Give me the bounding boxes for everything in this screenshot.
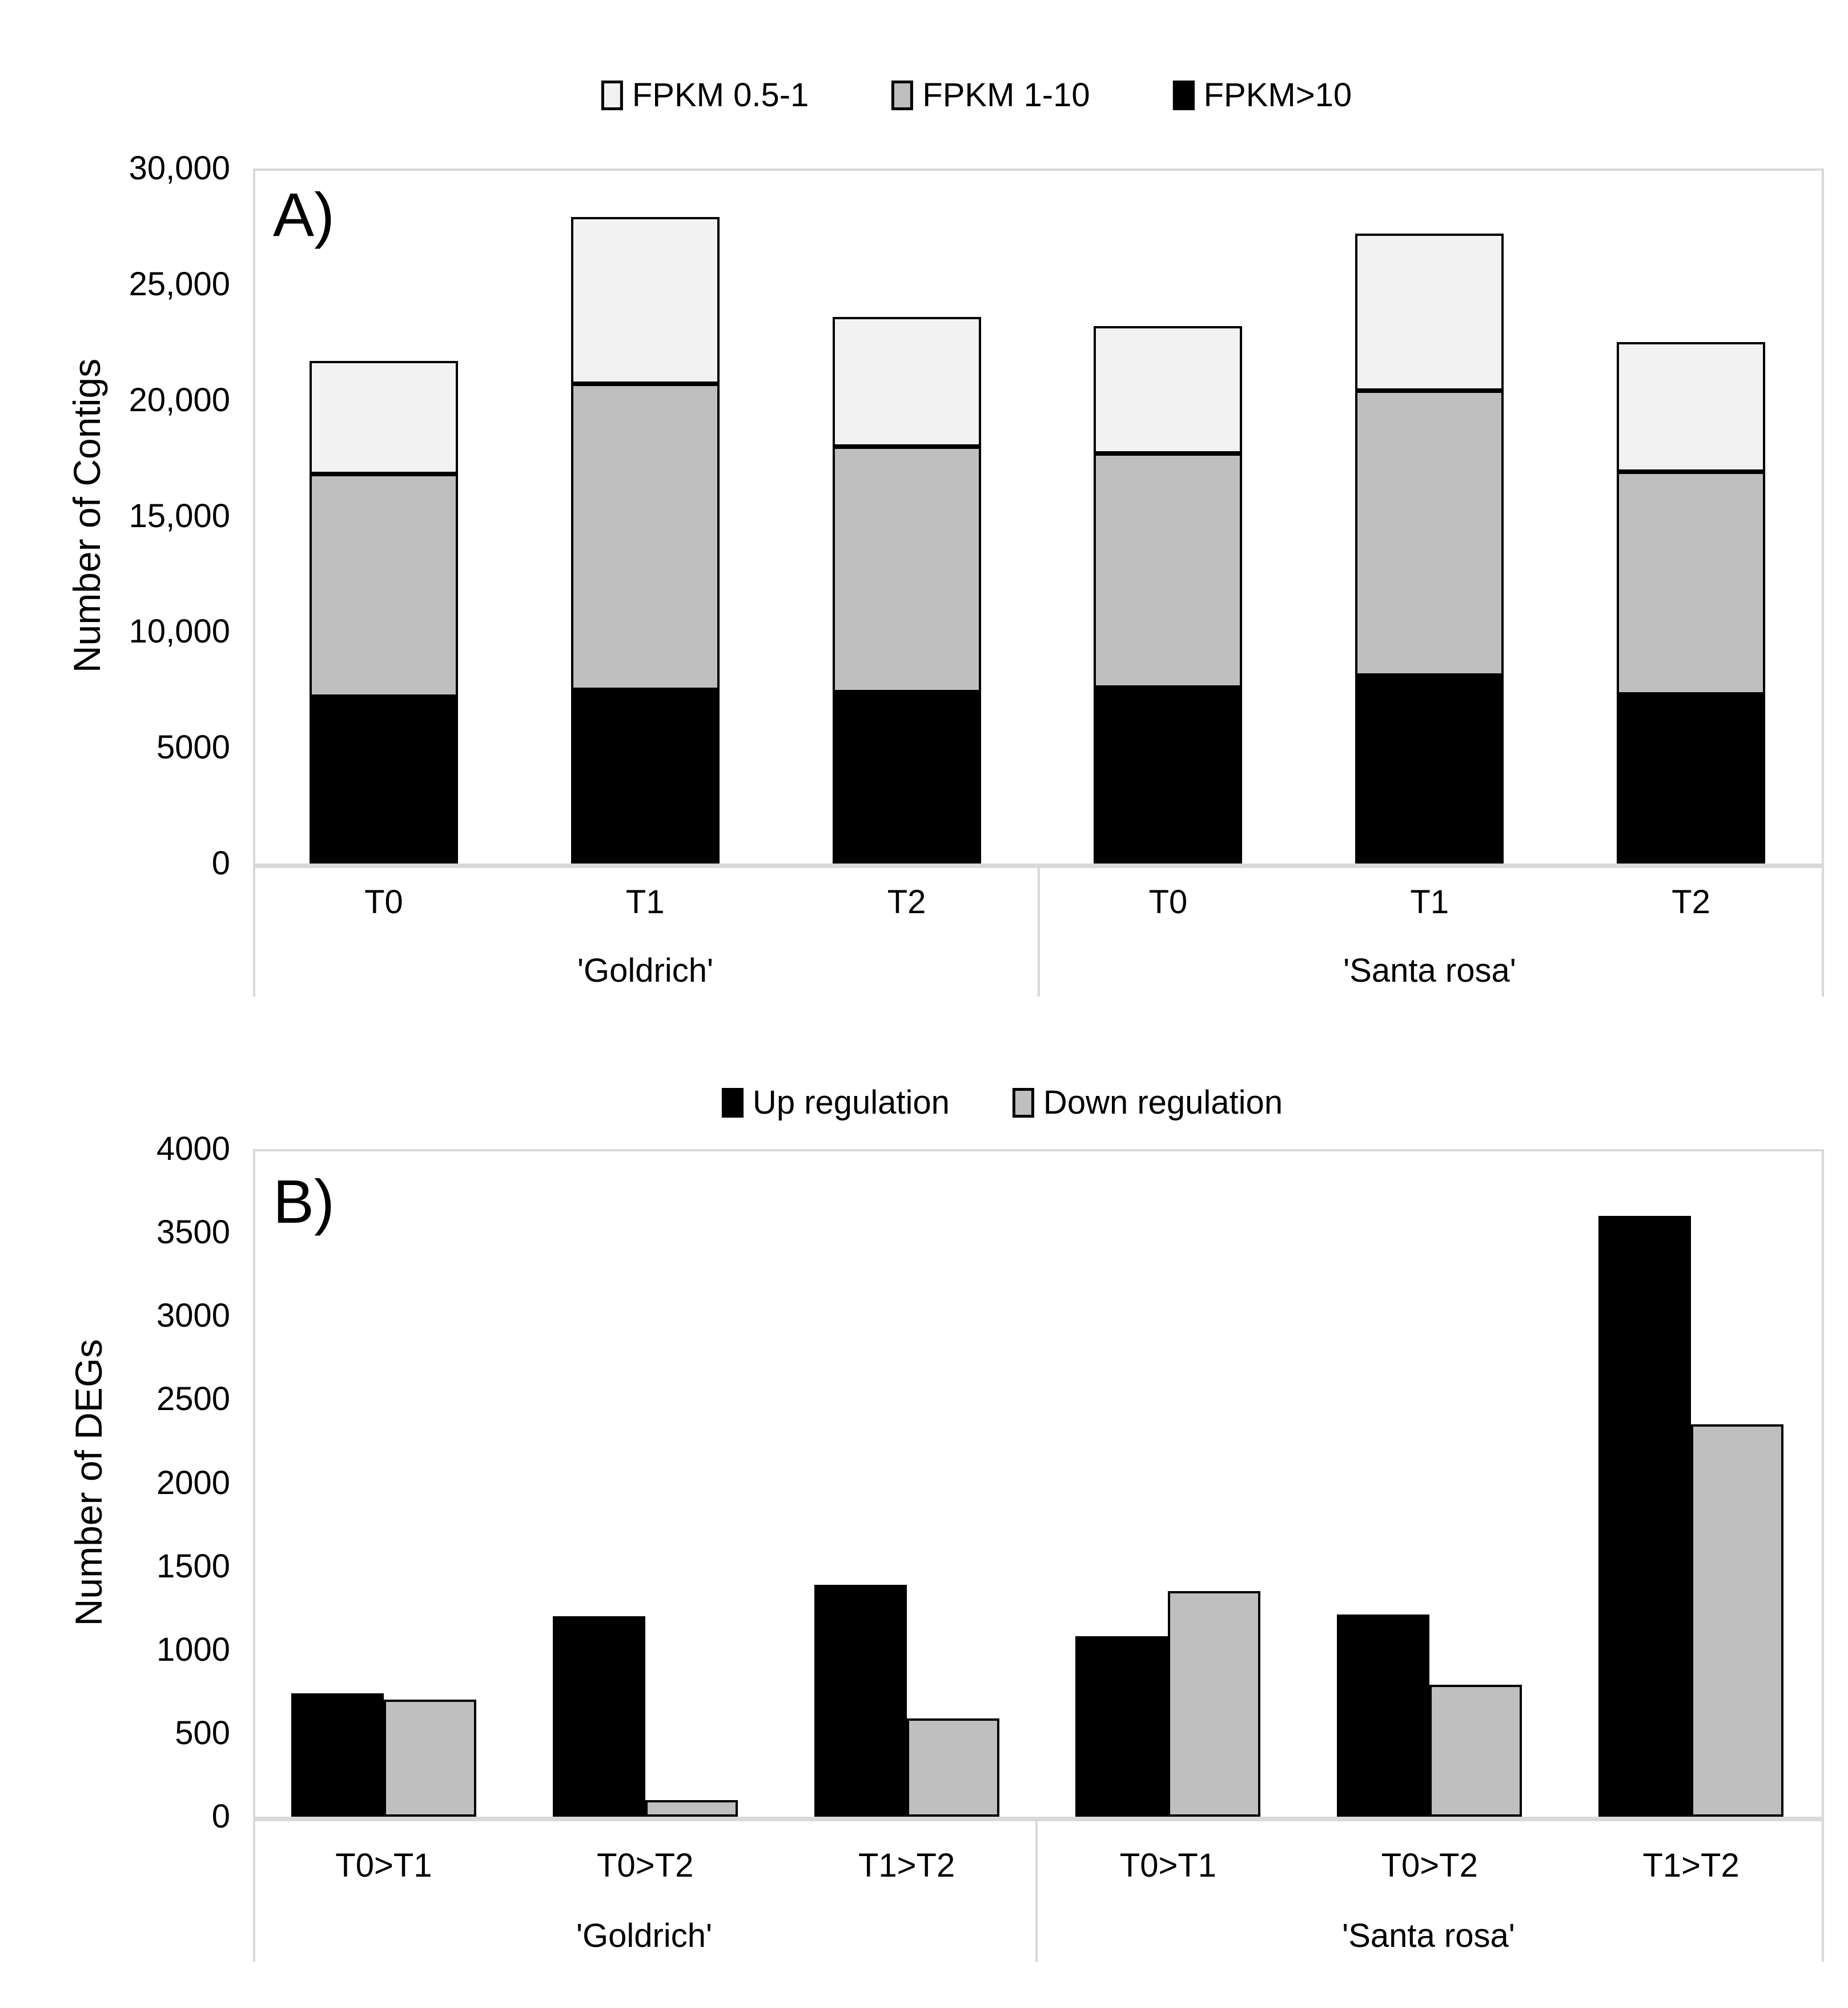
x-category-label: T0 <box>364 883 403 921</box>
y-tick-label: 3000 <box>156 1297 230 1335</box>
bar-segment <box>309 360 458 475</box>
bar-segment <box>1355 233 1504 391</box>
legend-item: FPKM>10 <box>1172 77 1352 114</box>
legend-item: FPKM 1-10 <box>891 79 1090 112</box>
bar-segment <box>1617 472 1766 694</box>
x-axis-line <box>253 864 1822 868</box>
bar-down <box>383 1700 476 1817</box>
y-tick-label: 5000 <box>156 729 230 766</box>
y-tick-label: 20,000 <box>128 381 230 419</box>
x-category-label: T0>T2 <box>597 1847 694 1884</box>
bar-segment <box>832 692 981 864</box>
x-group-label: 'Goldrich' <box>577 952 714 989</box>
x-category-label: T0 <box>1148 883 1188 921</box>
group-divider-line <box>1035 1817 1038 1962</box>
legend-item: Up regulation <box>721 1084 950 1121</box>
y-tick-label: 10,000 <box>128 613 230 650</box>
plot-border-top <box>253 168 1822 171</box>
bar-segment <box>832 446 981 692</box>
bar-segment <box>309 696 458 864</box>
legend-label: Down regulation <box>1043 1084 1283 1121</box>
y-tick-label: 15,000 <box>128 497 230 535</box>
bar-up <box>1337 1615 1430 1817</box>
legend-swatch <box>891 81 914 110</box>
bar-segment <box>309 474 458 697</box>
y-tick-label: 1500 <box>156 1547 230 1585</box>
y-tick-label: 30,000 <box>128 150 230 187</box>
bar-segment <box>571 384 720 690</box>
x-category-label: T2 <box>1672 883 1710 921</box>
y-tick-label: 2500 <box>156 1380 230 1418</box>
legend-swatch <box>1012 1088 1034 1118</box>
x-category-label: T2 <box>887 883 926 921</box>
bar-segment <box>1355 391 1504 676</box>
plot-border-top <box>253 1149 1822 1151</box>
x-category-label: T0>T1 <box>335 1847 432 1884</box>
panel-label-b: B) <box>273 1167 335 1236</box>
y-tick-label: 0 <box>211 845 230 882</box>
bar-segment <box>1617 342 1766 472</box>
plot-border-left <box>253 1149 255 1962</box>
y-tick-label: 1000 <box>156 1631 230 1668</box>
legend-item: FPKM 0.5-1 <box>601 79 809 112</box>
y-tick-label: 4000 <box>156 1130 230 1167</box>
x-category-label: T1 <box>1410 883 1449 921</box>
x-group-label: 'Santa rosa' <box>1342 1917 1515 1954</box>
bar-up <box>552 1616 645 1817</box>
legend-panel-a: FPKM 0.5-1 FPKM 1-10 FPKM>10 <box>601 79 1352 112</box>
x-group-label: 'Goldrich' <box>576 1917 713 1954</box>
x-category-label: T0>T1 <box>1119 1847 1217 1884</box>
bar-segment <box>832 316 981 447</box>
x-category-label: T1>T2 <box>858 1847 955 1884</box>
plot-border-right <box>1822 168 1824 997</box>
legend-label: FPKM 1-10 <box>922 77 1090 114</box>
bar-segment <box>571 689 720 864</box>
bar-up <box>291 1693 384 1817</box>
bar-segment <box>1094 326 1243 453</box>
plot-border-left <box>253 168 255 997</box>
legend-label: FPKM 0.5-1 <box>632 77 809 114</box>
panel-label-a: A) <box>273 180 335 249</box>
y-tick-label: 0 <box>211 1798 230 1835</box>
bar-down <box>1429 1685 1522 1817</box>
bar-up <box>1075 1636 1168 1817</box>
x-group-label: 'Santa rosa' <box>1343 952 1516 989</box>
legend-label: Up regulation <box>752 1084 950 1121</box>
legend-panel-b: Up regulation Down regulation <box>721 1084 1283 1121</box>
bar-segment <box>1617 694 1766 864</box>
bar-down <box>645 1800 738 1817</box>
legend-swatch <box>601 81 623 110</box>
y-tick-label: 500 <box>175 1714 230 1752</box>
bar-down <box>906 1718 999 1817</box>
legend-swatch <box>1172 81 1195 110</box>
legend-swatch <box>721 1088 744 1118</box>
bar-segment <box>571 217 720 384</box>
bar-down <box>1168 1591 1261 1817</box>
y-tick-label: 2000 <box>156 1464 230 1501</box>
bar-segment <box>1355 676 1504 864</box>
plot-border-right <box>1822 1149 1824 1962</box>
legend-label: FPKM>10 <box>1203 77 1352 114</box>
bar-down <box>1691 1424 1784 1817</box>
bar-segment <box>1094 687 1243 864</box>
y-tick-label: 25,000 <box>128 265 230 303</box>
x-category-label: T1 <box>625 883 665 921</box>
legend-item: Down regulation <box>1012 1084 1283 1121</box>
bar-segment <box>1094 453 1243 688</box>
y-tick-label: 3500 <box>156 1214 230 1251</box>
x-category-label: T1>T2 <box>1642 1847 1739 1884</box>
bar-up <box>1598 1215 1692 1817</box>
bar-up <box>814 1584 907 1817</box>
group-divider-line <box>1038 864 1040 997</box>
x-axis-line <box>253 1817 1822 1821</box>
x-category-label: T0>T2 <box>1381 1847 1478 1884</box>
